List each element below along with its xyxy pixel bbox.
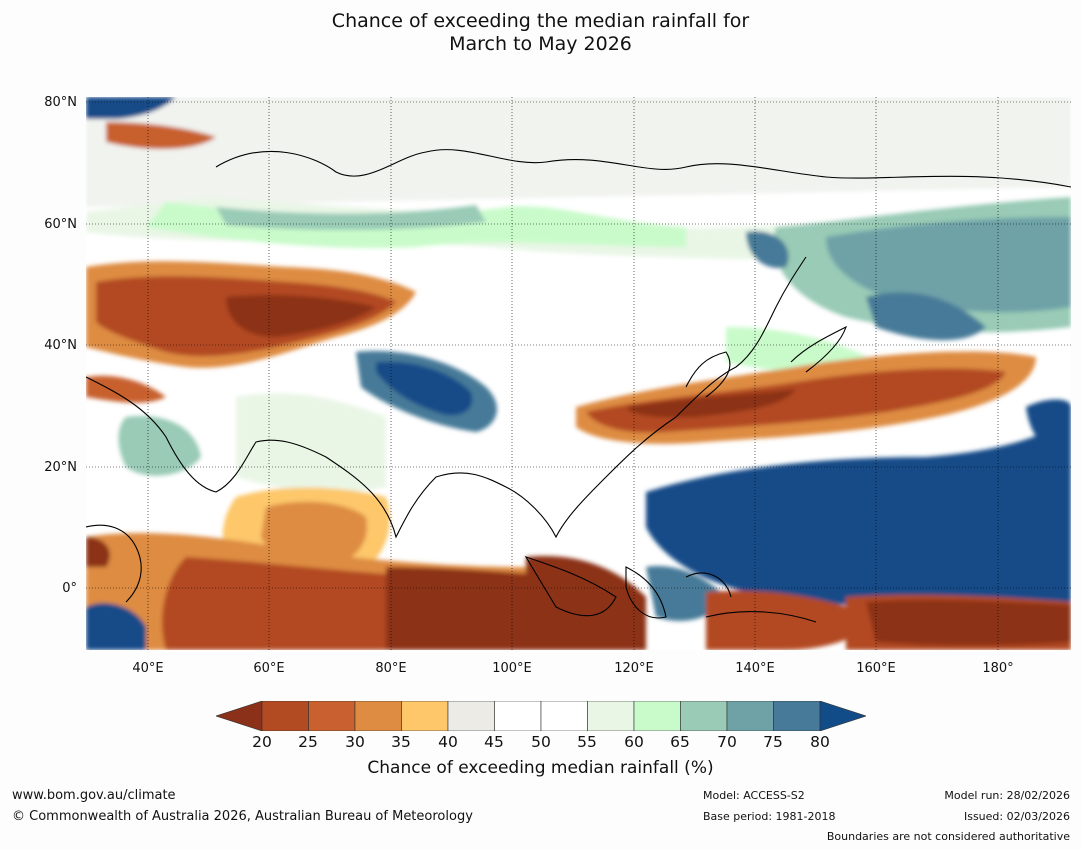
map-svg (86, 97, 1071, 650)
colorbar-tick-40: 40 (438, 733, 458, 751)
lon-label-40e: 40°E (132, 661, 164, 676)
colorbar (215, 700, 867, 732)
colorbar-band (401, 700, 449, 732)
colorbar-extend-high (819, 700, 867, 732)
model-run-date: Model run: 28/02/2026 (944, 789, 1070, 802)
lat-label-40n: 40°N (44, 338, 77, 353)
copyright-text: © Commonwealth of Australia 2026, Austra… (12, 809, 473, 824)
colorbar-band (447, 700, 495, 732)
lat-label-80n: 80°N (44, 95, 77, 110)
title-line-1: Chance of exceeding the median rainfall … (331, 10, 750, 32)
colorbar-tick-35: 35 (391, 733, 411, 751)
colorbar-tick-65: 65 (670, 733, 690, 751)
colorbar-band (494, 700, 542, 732)
lon-label-100e: 100°E (492, 661, 532, 676)
colorbar-tick-70: 70 (717, 733, 737, 751)
colorbar-tick-75: 75 (763, 733, 783, 751)
colorbar-band (726, 700, 774, 732)
colorbar-tick-60: 60 (624, 733, 644, 751)
colorbar-tick-50: 50 (531, 733, 551, 751)
colorbar-band (680, 700, 728, 732)
graticule (86, 97, 1071, 650)
title-line-2: March to May 2026 (449, 33, 632, 55)
colorbar-band (773, 700, 821, 732)
rainfall-map (86, 97, 1071, 650)
lat-label-20n: 20°N (44, 460, 77, 475)
colorbar-extend-low (215, 700, 263, 732)
colorbar-band (354, 700, 402, 732)
colorbar-svg (215, 700, 867, 732)
colorbar-tick-20: 20 (252, 733, 272, 751)
colorbar-band (308, 700, 356, 732)
lon-label-60e: 60°E (253, 661, 285, 676)
lat-label-0: 0° (62, 581, 77, 596)
colorbar-tick-25: 25 (298, 733, 318, 751)
lon-label-160e: 160°E (856, 661, 896, 676)
colorbar-title: Chance of exceeding median rainfall (%) (367, 758, 714, 778)
colorbar-tick-55: 55 (577, 733, 597, 751)
lon-label-80e: 80°E (375, 661, 407, 676)
colorbar-band (633, 700, 681, 732)
website-link[interactable]: www.bom.gov.au/climate (12, 788, 176, 803)
colorbar-band (587, 700, 635, 732)
colorbar-band (261, 700, 309, 732)
lon-label-120e: 120°E (614, 661, 654, 676)
issued-date: Issued: 02/03/2026 (963, 810, 1070, 823)
colorbar-tick-80: 80 (810, 733, 830, 751)
model-name: Model: ACCESS-S2 (703, 789, 805, 802)
lat-label-60n: 60°N (44, 217, 77, 232)
colorbar-tick-45: 45 (484, 733, 504, 751)
lon-label-140e: 140°E (735, 661, 775, 676)
colorbar-tick-30: 30 (345, 733, 365, 751)
probability-field (86, 97, 1071, 650)
boundaries-disclaimer: Boundaries are not considered authoritat… (826, 830, 1070, 843)
lon-label-180: 180° (982, 661, 1014, 676)
base-period: Base period: 1981-2018 (703, 810, 836, 823)
coastline (86, 149, 1071, 623)
colorbar-band (540, 700, 588, 732)
